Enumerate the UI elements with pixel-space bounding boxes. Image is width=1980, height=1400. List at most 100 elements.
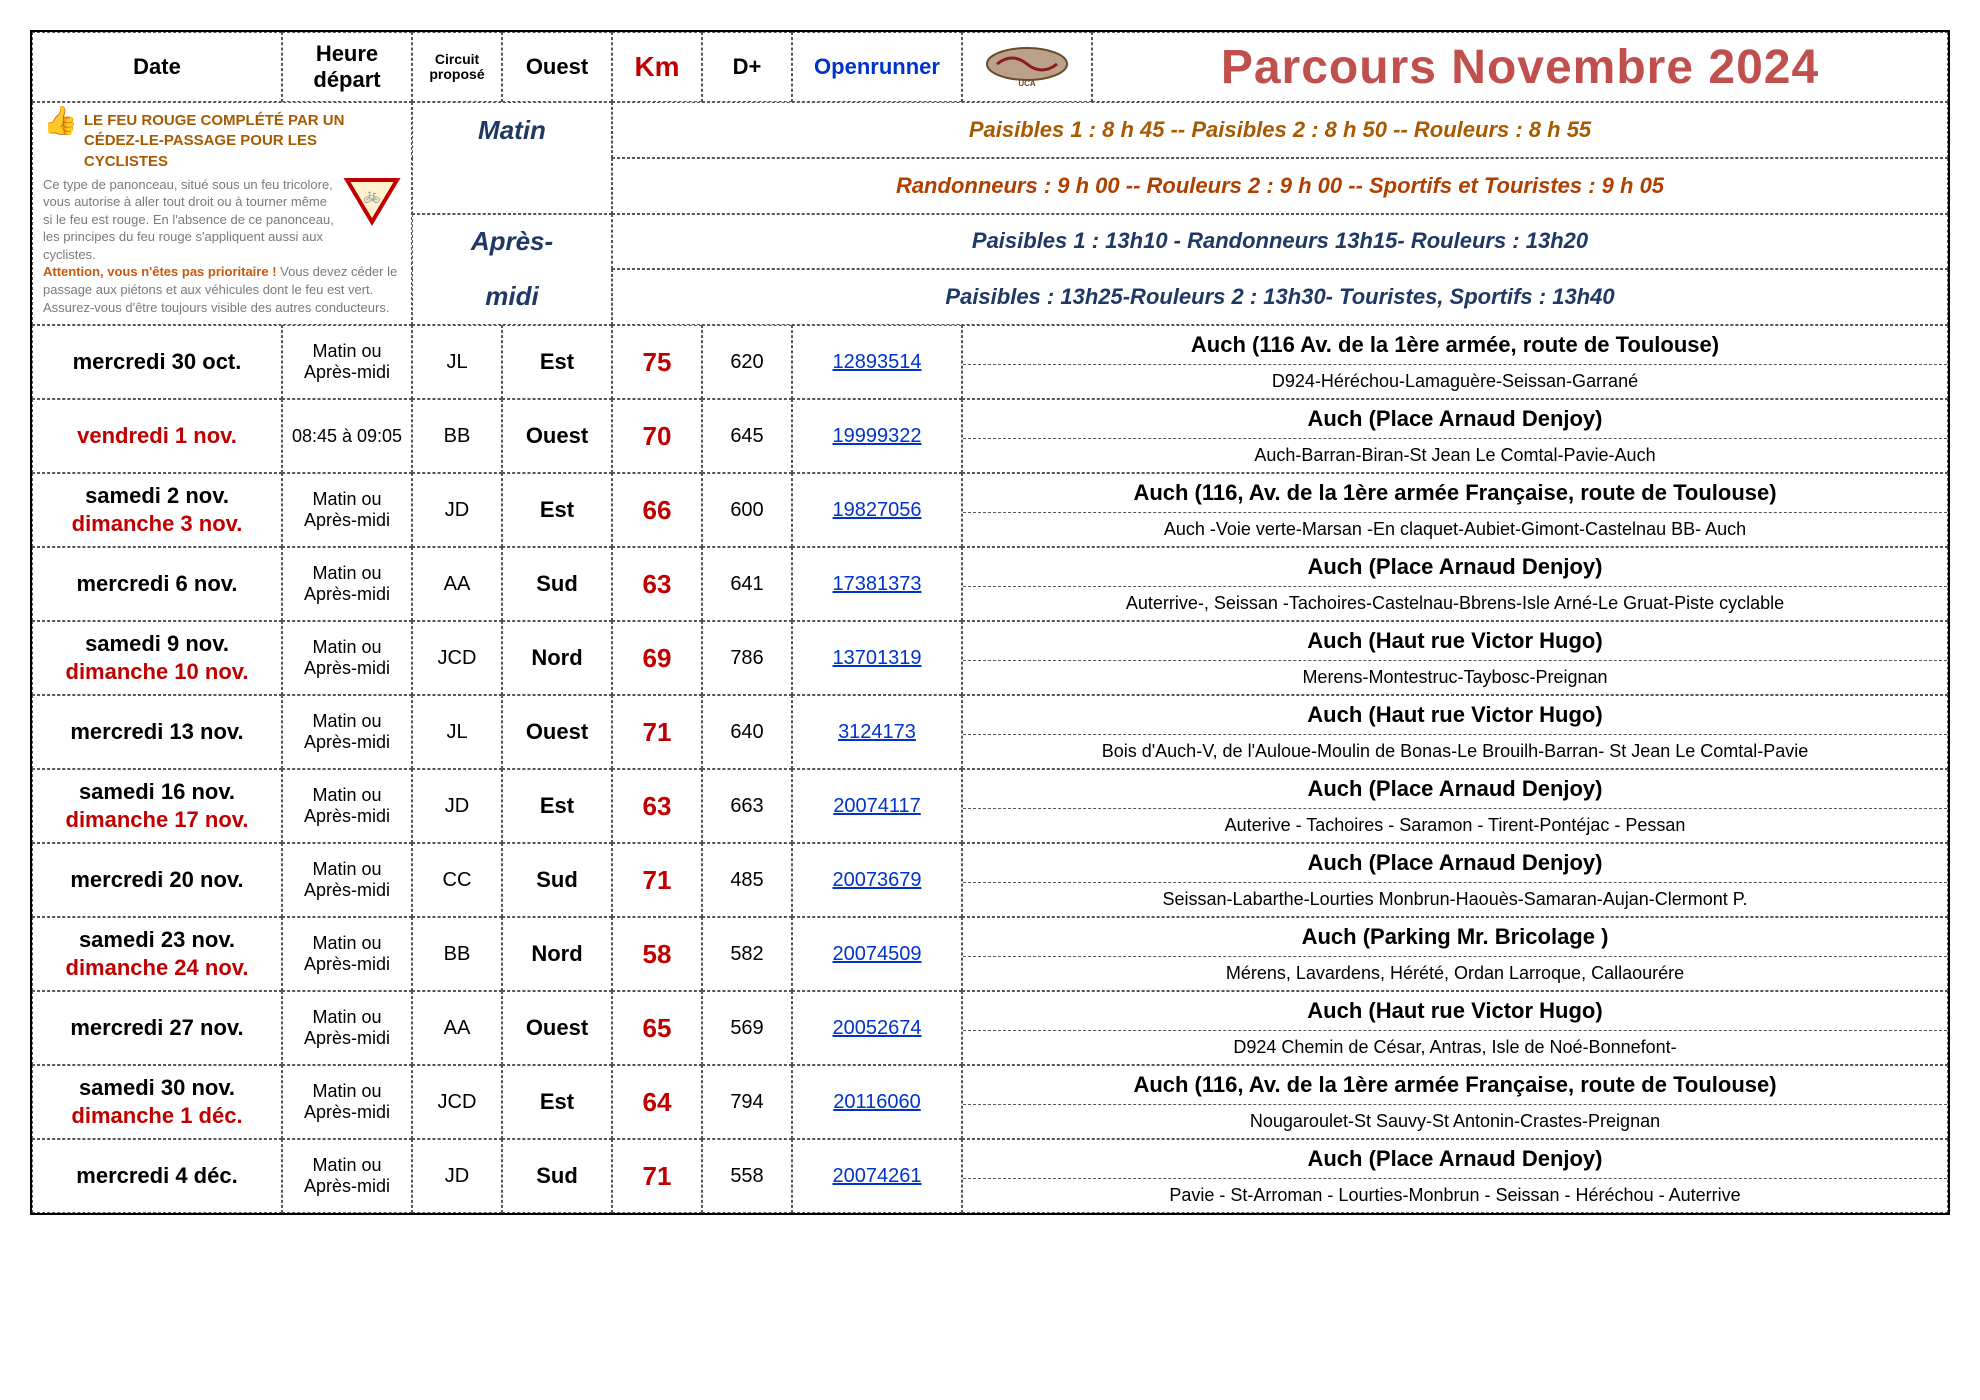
info-warning: Attention, vous n'êtes pas prioritaire !… [43, 263, 401, 298]
destination-cell: Auch (Haut rue Victor Hugo)Merens-Montes… [962, 621, 1948, 695]
km-cell: 71 [612, 695, 702, 769]
table-row: samedi 23 nov.dimanche 24 nov.Matin ou A… [32, 917, 1948, 991]
dplus-cell: 641 [702, 547, 792, 621]
openrunner-link[interactable]: 19999322 [833, 425, 922, 448]
heure-cell: Matin ou Après-midi [282, 547, 412, 621]
direction-cell: Est [502, 1065, 612, 1139]
openrunner-link[interactable]: 3124173 [838, 721, 916, 744]
direction-cell: Ouest [502, 695, 612, 769]
heure-cell: Matin ou Après-midi [282, 917, 412, 991]
openrunner-link[interactable]: 19827056 [833, 499, 922, 522]
km-cell: 63 [612, 769, 702, 843]
date-cell: mercredi 13 nov. [32, 695, 282, 769]
direction-cell: Nord [502, 621, 612, 695]
heure-cell: Matin ou Après-midi [282, 1139, 412, 1213]
destination-route: Seissan-Labarthe-Lourties Monbrun-Haouès… [963, 883, 1947, 916]
openrunner-cell: 20073679 [792, 843, 962, 917]
heure-cell: 08:45 à 09:05 [282, 399, 412, 473]
destination-cell: Auch (Parking Mr. Bricolage )Mérens, Lav… [962, 917, 1948, 991]
destination-stack: Auch (Haut rue Victor Hugo)D924 Chemin d… [963, 992, 1947, 1064]
openrunner-cell: 19999322 [792, 399, 962, 473]
circuit-cell: JL [412, 325, 502, 399]
circuit-cell: JL [412, 695, 502, 769]
circuit-cell: AA [412, 991, 502, 1065]
direction-cell: Nord [502, 917, 612, 991]
date-cell: mercredi 27 nov. [32, 991, 282, 1065]
km-cell: 65 [612, 991, 702, 1065]
destination-title: Auch (Place Arnaud Denjoy) [963, 844, 1947, 883]
table-row: mercredi 30 oct.Matin ou Après-midiJLEst… [32, 325, 1948, 399]
uca-logo-icon: UCA [972, 42, 1082, 92]
table-row: mercredi 6 nov.Matin ou Après-midiAASud6… [32, 547, 1948, 621]
destination-cell: Auch (Place Arnaud Denjoy)Pavie - St-Arr… [962, 1139, 1948, 1213]
openrunner-link[interactable]: 12893514 [833, 351, 922, 374]
header-km: Km [612, 32, 702, 102]
destination-title: Auch (Parking Mr. Bricolage ) [963, 918, 1947, 957]
destination-title: Auch (Place Arnaud Denjoy) [963, 548, 1947, 587]
header-circuit-label: Circuit proposé [419, 52, 495, 83]
heure-cell: Matin ou Après-midi [282, 991, 412, 1065]
info-schedule-block: 👍 LE FEU ROUGE COMPLÉTÉ PAR UN CÉDEZ-LE-… [32, 102, 1948, 325]
openrunner-cell: 20074117 [792, 769, 962, 843]
yield-sign-icon: 🚲 [343, 176, 401, 226]
apres-label-bottom: midi [412, 269, 612, 325]
openrunner-cell: 20074509 [792, 917, 962, 991]
destination-cell: Auch (Haut rue Victor Hugo)Bois d'Auch-V… [962, 695, 1948, 769]
destination-stack: Auch (Haut rue Victor Hugo)Merens-Montes… [963, 622, 1947, 694]
km-cell: 69 [612, 621, 702, 695]
date-line: samedi 9 nov. [85, 630, 229, 659]
openrunner-link[interactable]: 20073679 [833, 869, 922, 892]
openrunner-cell: 13701319 [792, 621, 962, 695]
destination-cell: Auch (Place Arnaud Denjoy)Seissan-Labart… [962, 843, 1948, 917]
traffic-info-panel: 👍 LE FEU ROUGE COMPLÉTÉ PAR UN CÉDEZ-LE-… [32, 102, 412, 325]
destination-title: Auch (116 Av. de la 1ère armée, route de… [963, 326, 1947, 365]
openrunner-link[interactable]: 20074117 [833, 795, 921, 818]
date-cell: mercredi 6 nov. [32, 547, 282, 621]
rows-container: mercredi 30 oct.Matin ou Après-midiJLEst… [32, 325, 1948, 1213]
info-body-1-text: Ce type de panonceau, situé sous un feu … [43, 177, 334, 262]
period-schedule-wrap: Matin Paisibles 1 : 8 h 45 -- Paisibles … [412, 102, 1948, 325]
matin-label-blank [412, 158, 612, 214]
table-row: samedi 16 nov.dimanche 17 nov.Matin ou A… [32, 769, 1948, 843]
circuit-cell: JD [412, 1139, 502, 1213]
apres-label-top: Après- [412, 214, 612, 270]
circuit-cell: BB [412, 917, 502, 991]
direction-cell: Est [502, 473, 612, 547]
openrunner-link[interactable]: 17381373 [833, 573, 922, 596]
date-line: mercredi 20 nov. [70, 866, 243, 895]
openrunner-link[interactable]: 13701319 [833, 647, 922, 670]
dplus-cell: 600 [702, 473, 792, 547]
dplus-cell: 558 [702, 1139, 792, 1213]
date-cell: vendredi 1 nov. [32, 399, 282, 473]
date-line: vendredi 1 nov. [77, 422, 237, 451]
openrunner-cell: 20074261 [792, 1139, 962, 1213]
date-line: dimanche 24 nov. [66, 954, 249, 983]
direction-cell: Sud [502, 843, 612, 917]
info-body-3: Assurez-vous d'être toujours visible des… [43, 299, 389, 317]
dplus-cell: 582 [702, 917, 792, 991]
date-line: mercredi 13 nov. [70, 718, 243, 747]
destination-stack: Auch (116 Av. de la 1ère armée, route de… [963, 326, 1947, 398]
heure-cell: Matin ou Après-midi [282, 843, 412, 917]
openrunner-link[interactable]: 20052674 [833, 1017, 922, 1040]
openrunner-link[interactable]: 20074509 [833, 943, 922, 966]
openrunner-cell: 12893514 [792, 325, 962, 399]
matin-label-top: Matin [412, 102, 612, 158]
date-line: mercredi 6 nov. [77, 570, 238, 599]
svg-text:🚲: 🚲 [363, 187, 380, 204]
table-row: mercredi 20 nov.Matin ou Après-midiCCSud… [32, 843, 1948, 917]
table-row: samedi 9 nov.dimanche 10 nov.Matin ou Ap… [32, 621, 1948, 695]
date-line: samedi 23 nov. [79, 926, 235, 955]
dplus-cell: 794 [702, 1065, 792, 1139]
date-line: dimanche 17 nov. [66, 806, 249, 835]
km-cell: 75 [612, 325, 702, 399]
openrunner-link[interactable]: 20116060 [833, 1091, 921, 1114]
openrunner-cell: 19827056 [792, 473, 962, 547]
destination-stack: Auch (Place Arnaud Denjoy)Auterive - Tac… [963, 770, 1947, 842]
date-line: dimanche 3 nov. [72, 510, 243, 539]
destination-route: Nougaroulet-St Sauvy-St Antonin-Crastes-… [963, 1105, 1947, 1138]
openrunner-link[interactable]: 20074261 [833, 1165, 922, 1188]
destination-cell: Auch (116, Av. de la 1ère armée Français… [962, 1065, 1948, 1139]
date-cell: samedi 23 nov.dimanche 24 nov. [32, 917, 282, 991]
destination-stack: Auch (116, Av. de la 1ère armée Français… [963, 474, 1947, 546]
